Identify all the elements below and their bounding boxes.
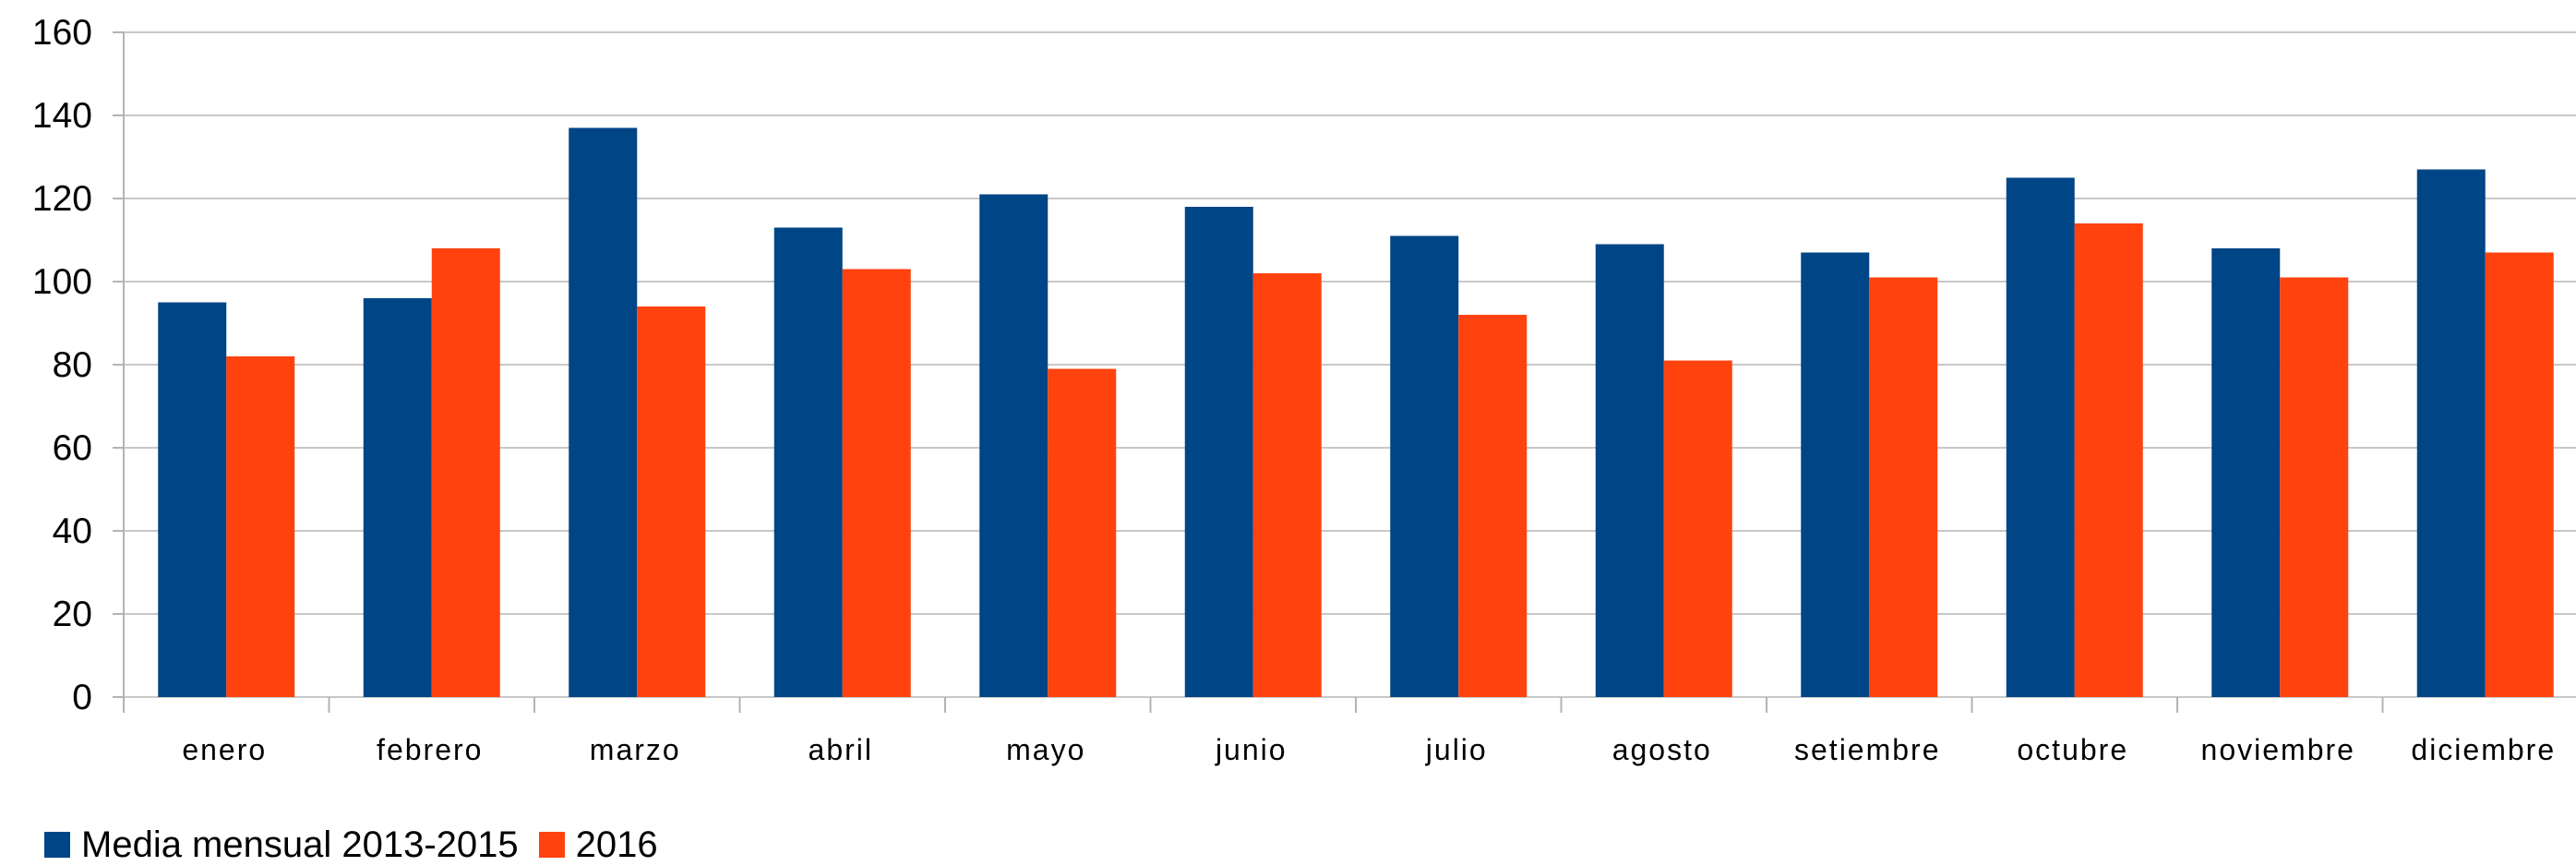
bar-mayo-series-1 [1048, 368, 1117, 697]
y-tick-label: 60 [53, 428, 92, 468]
bar-marzo-series-1 [637, 307, 706, 697]
legend-label-series-1: 2016 [575, 824, 658, 865]
x-tick-label: junio [1215, 733, 1288, 766]
bar-febrero-series-1 [431, 248, 500, 697]
y-tick-label: 160 [32, 13, 92, 53]
y-tick-label: 20 [53, 595, 92, 634]
bar-abril-series-0 [773, 227, 843, 697]
legend-swatch-series-1 [538, 832, 565, 858]
bar-setiembre-series-1 [1869, 277, 1938, 697]
y-tick-label: 120 [32, 179, 92, 219]
legend-label-series-0: Media mensual 2013-2015 [81, 824, 519, 865]
y-tick-label: 40 [53, 511, 92, 551]
x-tick-label: enero [182, 733, 267, 766]
bar-agosto-series-0 [1595, 244, 1664, 697]
x-tick-label: febrero [377, 733, 483, 766]
bar-noviembre-series-0 [2211, 248, 2281, 697]
y-tick-label: 80 [53, 345, 92, 385]
x-tick-label: marzo [590, 733, 681, 766]
bar-diciembre-series-0 [2416, 169, 2486, 697]
legend-swatch-series-0 [44, 832, 70, 858]
x-tick-label: octubre [2017, 733, 2128, 766]
grid-lines [124, 31, 2576, 698]
bar-setiembre-series-0 [1801, 252, 1870, 697]
bars [158, 127, 2554, 697]
bar-octubre-series-0 [2006, 177, 2075, 697]
x-tick-label: noviembre [2201, 733, 2355, 766]
y-tick-label: 100 [32, 262, 92, 302]
legend-item-series-0: Media mensual 2013-2015 [44, 824, 519, 866]
bar-agosto-series-1 [1663, 360, 1732, 697]
bar-noviembre-series-1 [2280, 277, 2349, 697]
bar-julio-series-0 [1390, 235, 1459, 697]
bar-mayo-series-0 [979, 194, 1048, 697]
x-tick-label: agosto [1612, 733, 1712, 766]
bar-junio-series-0 [1184, 207, 1253, 697]
bar-junio-series-1 [1252, 273, 1322, 697]
axes [113, 31, 2384, 713]
legend: Media mensual 2013-2015 2016 [44, 824, 678, 866]
bar-julio-series-1 [1458, 315, 1528, 697]
x-tick-label: setiembre [1794, 733, 1941, 766]
y-tick-label: 0 [72, 678, 92, 717]
bar-enero-series-0 [158, 302, 227, 697]
x-tick-label: abril [809, 733, 873, 766]
bar-febrero-series-0 [363, 298, 432, 697]
y-tick-labels: 0 20 40 60 80 100 120 140 160 [32, 13, 92, 717]
bar-marzo-series-0 [569, 127, 638, 697]
x-tick-label: julio [1425, 733, 1488, 766]
bar-diciembre-series-1 [2485, 252, 2554, 697]
y-tick-label: 140 [32, 96, 92, 136]
x-tick-label: mayo [1006, 733, 1085, 766]
bar-octubre-series-1 [2074, 223, 2143, 697]
bar-enero-series-1 [226, 356, 295, 697]
x-tick-labels: enero febrero marzo abril mayo junio julio agos… [182, 733, 2556, 766]
legend-item-series-1: 2016 [538, 824, 658, 866]
x-tick-label: diciembre [2411, 733, 2556, 766]
bar-abril-series-1 [842, 269, 911, 697]
